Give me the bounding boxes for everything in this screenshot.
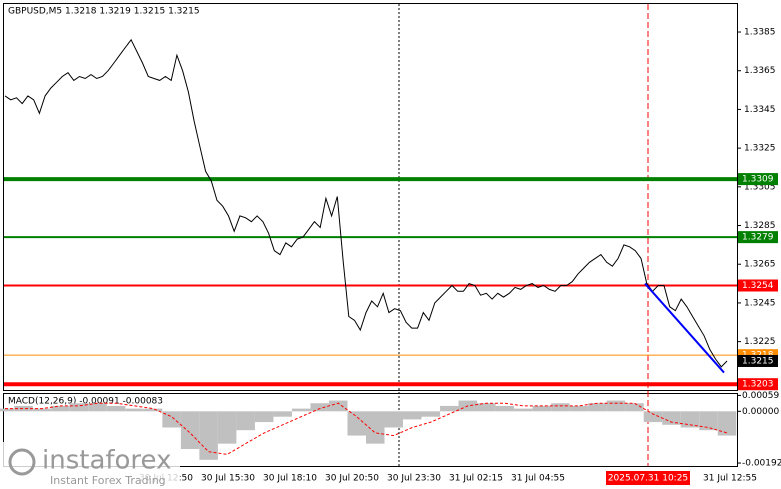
y-tick-label: 0.00059 [742, 391, 779, 401]
macd-bar [217, 411, 237, 444]
macd-bar [0, 408, 15, 412]
level-label-box [738, 279, 778, 292]
price-line [4, 38, 728, 368]
cursor-label-box [606, 471, 690, 485]
macd-bar [643, 411, 663, 423]
macd-bar [88, 403, 107, 412]
macd-bar [69, 403, 89, 412]
macd-bar [32, 408, 52, 412]
macd-bar [532, 405, 552, 412]
macd-bar [310, 403, 329, 412]
logo-brand: instaforex [42, 446, 171, 476]
y-tick-label: 1.3325 [744, 144, 776, 154]
macd-bar [551, 403, 570, 412]
macd-bar [51, 405, 70, 412]
level-label-box [738, 173, 778, 186]
y-tick-label: 0.00000 [742, 407, 779, 417]
macd-bar [606, 400, 626, 412]
level-label-box [738, 231, 778, 244]
logo-tagline: Instant Forex Trading [50, 474, 166, 487]
logo-box [0, 442, 180, 489]
macd-bar [14, 405, 33, 412]
logo-icon [8, 448, 36, 476]
macd-bar [403, 411, 422, 420]
x-tick-label: 31 Jul 02:15 [449, 474, 503, 484]
level-label: 1.3254 [742, 281, 774, 291]
x-tick-label: 31 Jul 04:55 [511, 474, 565, 484]
chart-title: GBPUSD,M5 1.3218 1.3219 1.3215 1.3215 [8, 7, 200, 17]
macd-bar [588, 403, 607, 412]
level-label: 1.3309 [742, 175, 774, 185]
x-tick-label: 30 Jul 20:50 [325, 474, 379, 484]
y-tick-label: -0.00192 [742, 459, 781, 469]
y-tick-label: 1.3225 [744, 337, 776, 347]
macd-title: MACD(12,26,9) -0.00091 -0.00083 [8, 397, 163, 407]
macd-bar [143, 408, 163, 412]
bid-label: 1.3215 [742, 356, 774, 366]
signal-line [5, 402, 728, 455]
macd-bar [495, 405, 515, 412]
macd-bar [199, 411, 218, 460]
macd-bar [384, 411, 404, 428]
macd-bar [106, 405, 126, 412]
y-tick-label: 1.3345 [744, 105, 776, 115]
macd-bar [680, 411, 700, 428]
y-tick-label: 1.3365 [744, 66, 776, 76]
x-tick-label: 31 Jul 12:55 [703, 474, 757, 484]
x-tick-label: 30 Jul 15:30 [201, 474, 255, 484]
level-label: 1.3203 [742, 380, 774, 390]
y-tick-label: 1.3245 [744, 298, 776, 308]
macd-bar [236, 411, 255, 431]
y-tick-label: 1.3385 [744, 28, 776, 38]
macd-bar [273, 411, 292, 417]
macd-panel [3, 393, 738, 467]
macd-bar [162, 411, 181, 428]
level-label: 1.3279 [742, 233, 774, 243]
price-panel [3, 3, 738, 391]
macd-bar [421, 411, 441, 417]
macd-bar [347, 411, 366, 436]
macd-bar [440, 405, 459, 412]
level-label-box [738, 378, 778, 391]
macd-bar [291, 408, 311, 412]
x-tick-label: 30 Jul 23:30 [387, 474, 441, 484]
y-tick-label: 1.3265 [744, 260, 776, 270]
macd-bar [254, 411, 274, 423]
x-tick-label: 30 Jul 18:10 [263, 474, 317, 484]
y-tick-label: 1.3285 [744, 221, 776, 231]
macd-bar [699, 411, 718, 431]
macd-bar [625, 403, 644, 412]
y-tick-label: 1.3305 [744, 182, 776, 192]
macd-bar [328, 400, 348, 412]
trend-line [644, 282, 725, 374]
macd-bar [477, 403, 496, 412]
cursor-label: 2025.07.31 10:25 [608, 474, 688, 484]
macd-bar [180, 411, 200, 450]
macd-bar [569, 405, 589, 412]
bid-label-box [738, 354, 778, 367]
macd-bar [514, 408, 533, 412]
macd-bar [366, 411, 385, 444]
macd-bar [662, 411, 681, 425]
macd-bar [717, 411, 737, 436]
macd-bar [125, 408, 144, 412]
